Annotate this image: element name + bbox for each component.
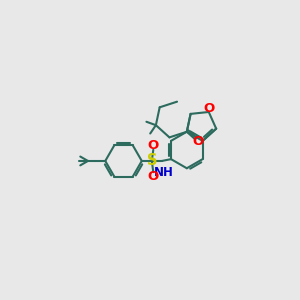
Text: S: S: [147, 154, 157, 169]
Text: NH: NH: [153, 166, 173, 179]
Text: O: O: [148, 139, 159, 152]
Text: O: O: [203, 102, 214, 115]
Text: O: O: [193, 136, 204, 148]
Text: O: O: [148, 170, 159, 183]
